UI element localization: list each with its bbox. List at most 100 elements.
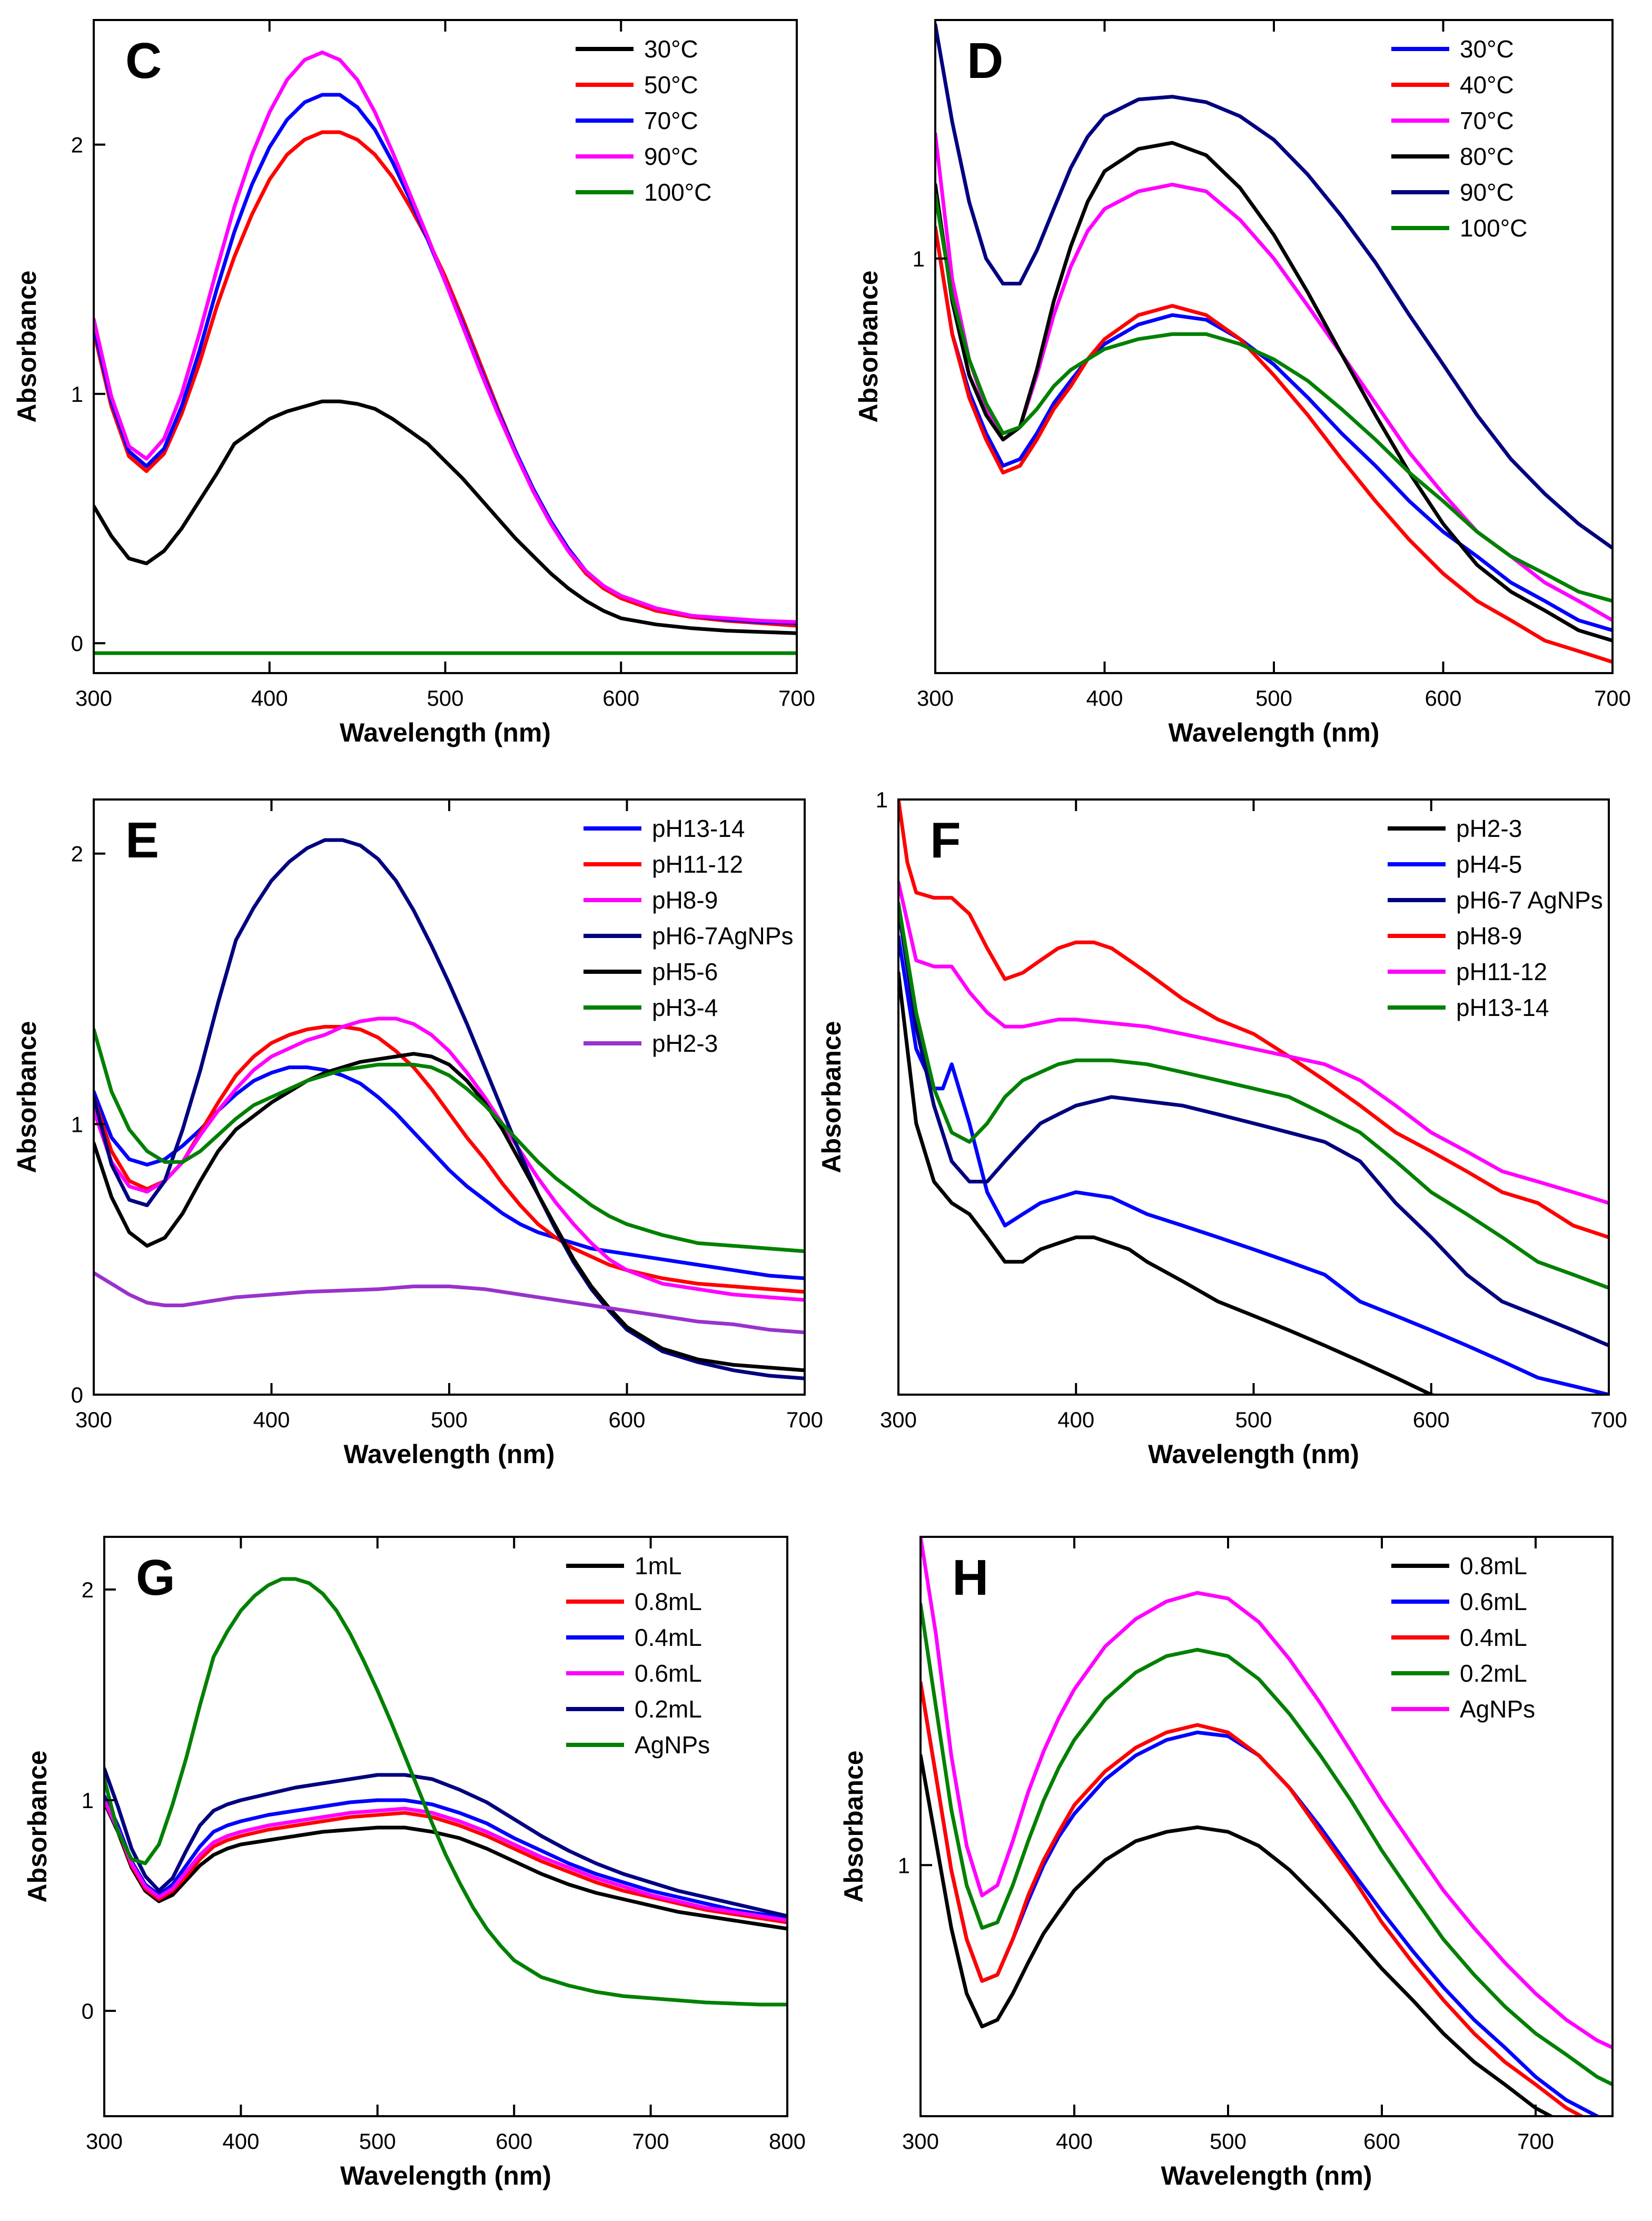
legend-label: pH6-7AgNPs bbox=[652, 922, 793, 950]
x-tick-label: 800 bbox=[769, 2129, 806, 2154]
legend-label: 80°C bbox=[1460, 143, 1514, 170]
series-line bbox=[935, 225, 1613, 664]
panel-h: 300 400 500 600 700 1 Wavelength (nm) Absorbanc… bbox=[839, 1536, 1614, 2190]
series-line bbox=[898, 901, 1609, 1290]
x-tick-label: 500 bbox=[1210, 2129, 1247, 2154]
y-tick-label: 1 bbox=[913, 246, 925, 271]
x-tick-label: 700 bbox=[1517, 2129, 1554, 2154]
series-line bbox=[898, 934, 1609, 1395]
y-axis-title: Absorbance bbox=[817, 1021, 846, 1173]
y-tick-label: 1 bbox=[876, 787, 888, 812]
legend-label: pH11-12 bbox=[1456, 958, 1547, 985]
x-tick-label: 500 bbox=[1255, 686, 1292, 710]
legend-label: 100°C bbox=[1460, 214, 1527, 242]
series-line bbox=[921, 1537, 1613, 2050]
legend-label: 0.2mL bbox=[1460, 1660, 1527, 1687]
legend-label: pH6-7 AgNPs bbox=[1456, 886, 1603, 914]
plot-area bbox=[898, 799, 1609, 1395]
x-tick-label: 700 bbox=[1590, 1407, 1627, 1432]
series-line bbox=[104, 1800, 787, 1931]
series-line bbox=[921, 1681, 1586, 2116]
plot-area bbox=[921, 1537, 1613, 2116]
x-axis-title: Wavelength (nm) bbox=[1148, 1439, 1359, 1469]
series-line bbox=[104, 1577, 787, 2007]
x-tick-label: 300 bbox=[86, 2129, 123, 2154]
legend-label: 0.8mL bbox=[1460, 1552, 1527, 1580]
legend-label: pH2-3 bbox=[1456, 815, 1522, 842]
x-tick-label: 600 bbox=[1363, 2129, 1400, 2154]
legend-label: 0.6mL bbox=[1460, 1588, 1527, 1615]
y-tick-label: 2 bbox=[71, 133, 83, 157]
y-tick-label: 1 bbox=[898, 1853, 910, 1878]
y-axis-title: Absorbance bbox=[854, 271, 883, 423]
x-axis-title: Wavelength (nm) bbox=[1169, 718, 1380, 747]
legend-label: 90°C bbox=[1460, 179, 1514, 206]
plot-frame bbox=[103, 1536, 788, 2117]
legend-label: AgNPs bbox=[635, 1731, 710, 1759]
y-axis-title: Absorbance bbox=[12, 1021, 42, 1173]
y-tick-label: 2 bbox=[71, 842, 83, 866]
plot-area bbox=[104, 1577, 787, 2007]
panel-letter: F bbox=[930, 812, 961, 868]
series-line bbox=[94, 838, 805, 1380]
x-tick-label: 600 bbox=[1413, 1407, 1450, 1432]
x-tick-label: 500 bbox=[431, 1407, 468, 1432]
series-line bbox=[94, 1052, 805, 1373]
panel-e: 300 400 500 600 700 0 1 2 Wavelength (nm) Absorba… bbox=[12, 798, 823, 1469]
x-tick-label: 300 bbox=[917, 686, 954, 710]
series-line bbox=[898, 799, 1609, 1239]
y-axis-title: Absorbance bbox=[12, 271, 42, 423]
series-line bbox=[94, 399, 797, 635]
x-tick-label: 300 bbox=[75, 686, 112, 710]
legend: 1mL 0.8mL 0.4mL 0.6mL 0.2mL AgNPs bbox=[566, 1552, 710, 1759]
series-line bbox=[898, 880, 1609, 1205]
x-tick-label: 600 bbox=[1425, 686, 1461, 710]
legend-label: 70°C bbox=[1460, 107, 1514, 134]
panel-letter: C bbox=[125, 33, 162, 89]
panel-f: 300 400 500 600 700 1 Wavelength (nm) Absorbanc… bbox=[817, 787, 1627, 1469]
series-line bbox=[94, 1271, 805, 1335]
legend: pH13-14 pH11-12 pH8-9 pH6-7AgNPs pH5-6 pH3-4 p… bbox=[583, 815, 793, 1057]
x-tick-label: 300 bbox=[75, 1407, 112, 1432]
legend-label: 50°C bbox=[644, 71, 698, 98]
plot-area bbox=[935, 23, 1613, 664]
legend-label: 70°C bbox=[644, 107, 698, 134]
legend: 0.8mL 0.6mL 0.4mL 0.2mL AgNPs bbox=[1391, 1552, 1535, 1723]
legend-label: 0.4mL bbox=[1460, 1624, 1527, 1651]
series-line bbox=[935, 225, 1613, 633]
series-line bbox=[935, 23, 1613, 550]
panel-d: 300 400 500 600 700 1 Wavelength (nm) Absorbanc… bbox=[854, 19, 1631, 747]
x-tick-label: 400 bbox=[251, 686, 288, 710]
y-tick-label: 1 bbox=[82, 1788, 94, 1813]
x-tick-label: 500 bbox=[359, 2129, 396, 2154]
x-axis-title: Wavelength (nm) bbox=[344, 1439, 555, 1469]
legend-label: 0.2mL bbox=[635, 1695, 702, 1723]
x-tick-label: 700 bbox=[786, 1407, 823, 1432]
y-axis-title: Absorbance bbox=[839, 1751, 868, 1903]
x-axis-title: Wavelength (nm) bbox=[340, 2161, 551, 2190]
series-line bbox=[898, 906, 1609, 1348]
series-line bbox=[898, 971, 1438, 1395]
x-tick-label: 300 bbox=[880, 1407, 917, 1432]
legend-label: 30°C bbox=[1460, 35, 1514, 63]
x-tick-label: 600 bbox=[608, 1407, 645, 1432]
legend-label: pH13-14 bbox=[1456, 994, 1549, 1021]
plot-frame bbox=[919, 1536, 1614, 2117]
legend-label: 1mL bbox=[635, 1552, 681, 1580]
y-tick-label: 1 bbox=[71, 1112, 83, 1137]
legend-label: 30°C bbox=[644, 35, 698, 63]
legend-label: 100°C bbox=[644, 179, 711, 206]
legend: 30°C 40°C 70°C 80°C 90°C 100°C bbox=[1391, 35, 1527, 242]
series-line bbox=[104, 1766, 787, 1918]
plot-area bbox=[94, 838, 805, 1380]
y-tick-label: 0 bbox=[82, 1999, 94, 2023]
legend-label: 40°C bbox=[1460, 71, 1514, 98]
legend-label: pH8-9 bbox=[1456, 922, 1522, 950]
series-line bbox=[104, 1798, 787, 1922]
legend-label: pH2-3 bbox=[652, 1030, 718, 1057]
x-tick-label: 400 bbox=[1086, 686, 1123, 710]
series-line bbox=[935, 193, 1613, 603]
panel-letter: H bbox=[952, 1549, 988, 1606]
x-tick-label: 700 bbox=[778, 686, 815, 710]
